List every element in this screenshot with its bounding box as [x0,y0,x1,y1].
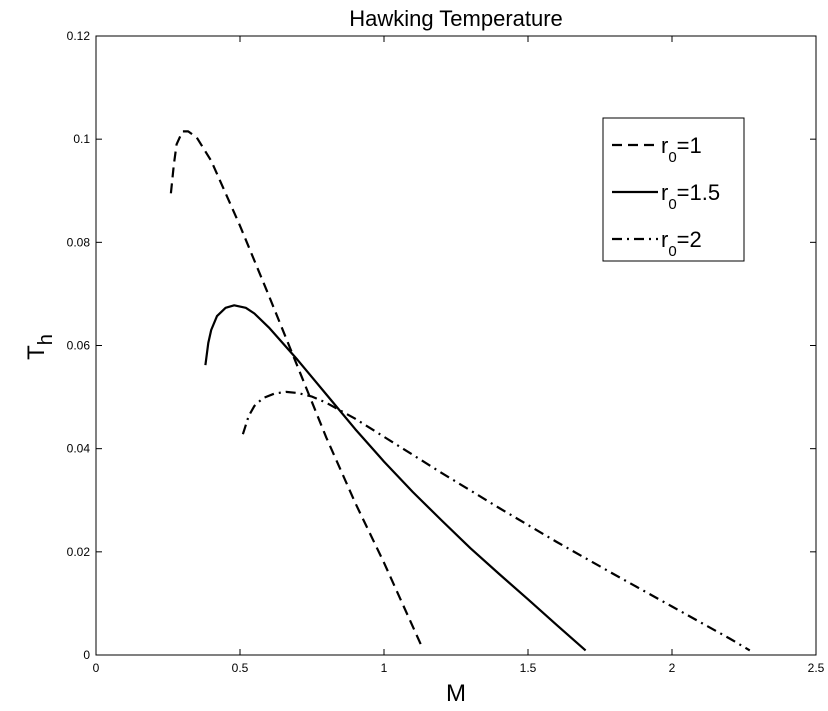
legend-label-tail: =2 [677,227,702,252]
y-tick-label: 0.02 [67,545,91,559]
y-tick-label: 0.06 [67,339,91,353]
x-axis: 0 0.5 1 1.5 2 2.5 [93,36,825,675]
y-axis-label-base: T [23,345,50,360]
legend-label-sub: 0 [668,149,676,166]
x-tick-label: 0.5 [232,661,249,675]
svg-text:Th: Th [23,334,57,360]
legend-label-base: r [661,227,668,252]
x-tick-label: 1 [381,661,388,675]
y-tick-label: 0 [83,648,90,662]
y-tick-label: 0.1 [73,132,90,146]
series-line-0 [169,130,423,647]
series-line-1 [204,304,587,652]
y-axis: 0 0.02 0.04 0.06 0.08 0.1 0.12 [67,29,816,662]
legend-label-0: r0=1 [661,133,702,166]
legend-label-1: r0=1.5 [661,180,720,213]
y-axis-label-sub: h [35,334,57,345]
series-layer [169,130,751,652]
y-tick-label: 0.08 [67,235,91,249]
y-tick-label: 0.04 [67,442,91,456]
x-tick-label: 2 [669,661,676,675]
legend: r0=1r0=1.5r0=2 [602,117,745,262]
x-tick-label: 2.5 [808,661,825,675]
legend-label-base: r [661,180,668,205]
legend-label-sub: 0 [668,243,676,260]
legend-label-sub: 0 [668,196,676,213]
x-tick-label: 1.5 [520,661,537,675]
chart-title: Hawking Temperature [349,6,563,31]
legend-label-tail: =1.5 [677,180,720,205]
legend-label-2: r0=2 [661,227,702,260]
x-tick-label: 0 [93,661,100,675]
legend-label-tail: =1 [677,133,702,158]
y-tick-label: 0.12 [67,29,91,43]
legend-box [602,117,745,262]
legend-label-base: r [661,133,668,158]
y-axis-label: Th [23,334,57,360]
x-axis-label: M [446,680,466,707]
